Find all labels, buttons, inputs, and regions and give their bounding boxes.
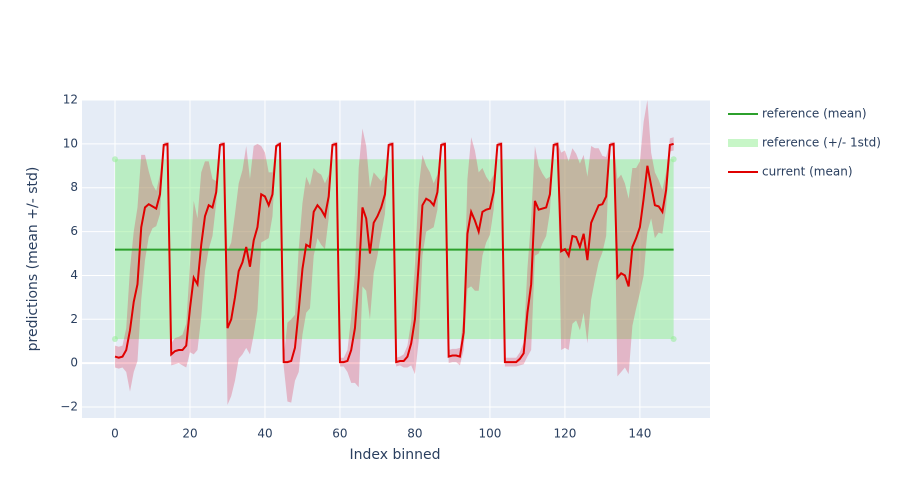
y-tick-label: 10 bbox=[63, 136, 78, 150]
y-tick-label: 6 bbox=[70, 224, 78, 238]
x-tick-label: 120 bbox=[553, 427, 576, 441]
x-tick-label: 140 bbox=[628, 427, 651, 441]
reference-band-point bbox=[670, 156, 677, 163]
reference-band-point bbox=[111, 336, 118, 343]
legend-label: current (mean) bbox=[762, 165, 853, 179]
y-tick-label: 8 bbox=[70, 180, 78, 194]
y-tick-label: 4 bbox=[70, 268, 78, 282]
x-tick-label: 100 bbox=[478, 427, 501, 441]
y-tick-label: 12 bbox=[63, 93, 78, 107]
x-axis-title: Index binned bbox=[349, 447, 440, 463]
x-tick-label: 60 bbox=[332, 427, 347, 441]
legend-label: reference (+/- 1std) bbox=[762, 136, 881, 150]
y-axis-title: predictions (mean +/- std) bbox=[25, 167, 41, 352]
x-tick-label: 80 bbox=[407, 427, 422, 441]
legend-label: reference (mean) bbox=[762, 107, 867, 121]
y-tick-label: −2 bbox=[60, 400, 78, 414]
x-tick-label: 20 bbox=[182, 427, 197, 441]
reference-band-point bbox=[111, 156, 118, 163]
x-tick-label: 40 bbox=[257, 427, 272, 441]
y-tick-label: 2 bbox=[70, 312, 78, 326]
reference-band-point bbox=[670, 336, 677, 343]
plot bbox=[111, 100, 677, 405]
x-tick-label: 0 bbox=[111, 427, 119, 441]
line bbox=[114, 142, 674, 364]
y-tick-label: 0 bbox=[70, 356, 78, 370]
